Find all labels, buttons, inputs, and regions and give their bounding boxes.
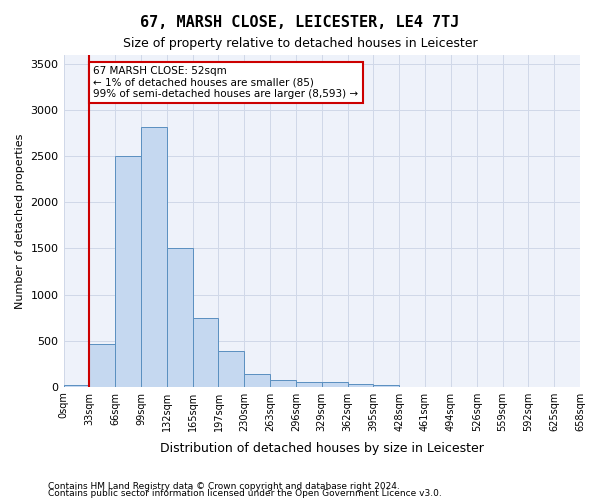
Bar — [322, 382, 347, 386]
Text: Size of property relative to detached houses in Leicester: Size of property relative to detached ho… — [122, 38, 478, 51]
Text: 67, MARSH CLOSE, LEICESTER, LE4 7TJ: 67, MARSH CLOSE, LEICESTER, LE4 7TJ — [140, 15, 460, 30]
Bar — [270, 380, 296, 386]
Bar — [115, 156, 141, 386]
Bar — [167, 248, 193, 386]
Bar — [141, 127, 167, 386]
Y-axis label: Number of detached properties: Number of detached properties — [15, 133, 25, 308]
Text: Contains HM Land Registry data © Crown copyright and database right 2024.: Contains HM Land Registry data © Crown c… — [48, 482, 400, 491]
Bar — [296, 382, 322, 386]
X-axis label: Distribution of detached houses by size in Leicester: Distribution of detached houses by size … — [160, 442, 484, 455]
Bar — [218, 350, 244, 386]
Bar — [244, 374, 270, 386]
Bar — [64, 385, 89, 386]
Text: 67 MARSH CLOSE: 52sqm
← 1% of detached houses are smaller (85)
99% of semi-detac: 67 MARSH CLOSE: 52sqm ← 1% of detached h… — [93, 66, 358, 100]
Text: Contains public sector information licensed under the Open Government Licence v3: Contains public sector information licen… — [48, 488, 442, 498]
Bar — [193, 318, 218, 386]
Bar — [89, 344, 115, 387]
Bar — [347, 384, 373, 386]
